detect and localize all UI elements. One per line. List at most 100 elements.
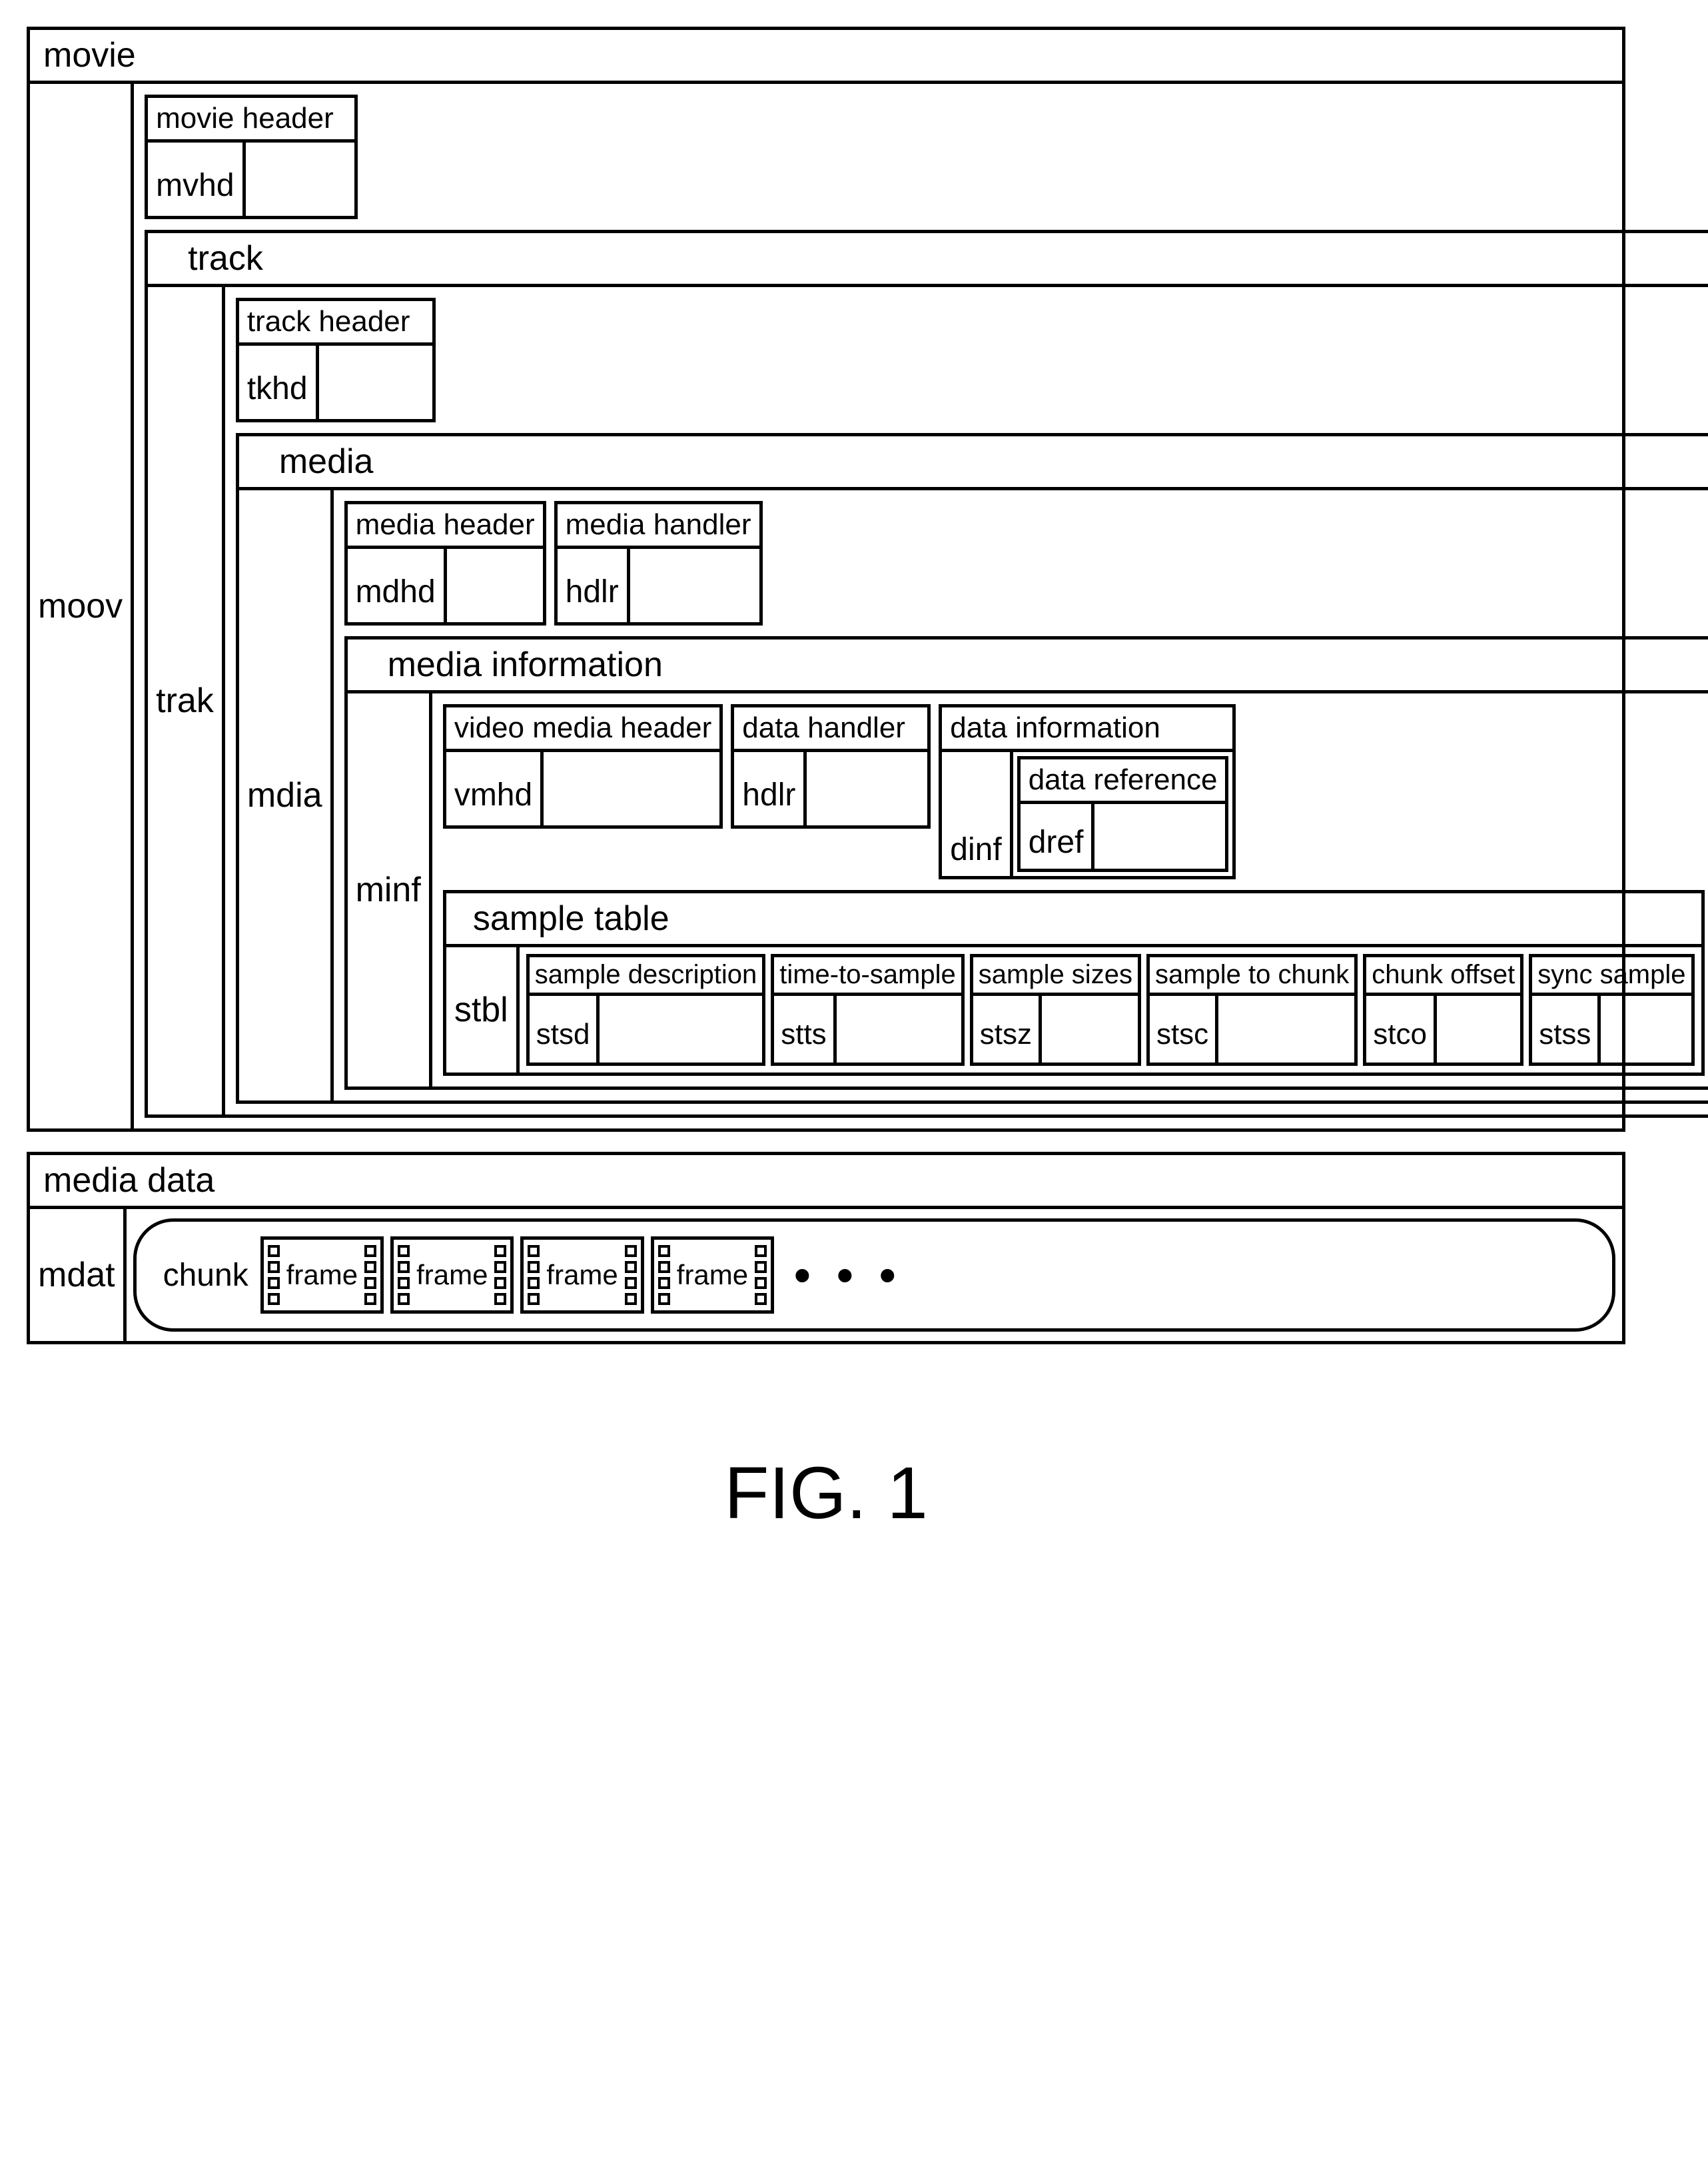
stsd-atom: sample description stsd — [526, 954, 766, 1066]
sprocket-hole — [494, 1277, 506, 1289]
moov-code: moov — [30, 84, 134, 1128]
frame-box: frame — [260, 1236, 384, 1314]
moov-content: movie header mvhd track trak tra — [134, 84, 1708, 1128]
sprocket-hole — [755, 1261, 767, 1273]
vmhd-title: video media header — [446, 707, 719, 752]
sprocket-right — [490, 1240, 510, 1310]
dinf-atom: data information dinf data refere — [939, 704, 1236, 879]
track-box: track trak track header tkhd — [145, 230, 1708, 1118]
frame-label: frame — [284, 1240, 360, 1310]
media-title: media — [239, 436, 1708, 490]
frame-label: frame — [414, 1240, 490, 1310]
frame-label: frame — [544, 1240, 620, 1310]
sprocket-hole — [528, 1261, 540, 1273]
sprocket-hole — [268, 1261, 280, 1273]
sprocket-hole — [398, 1261, 410, 1273]
sprocket-hole — [658, 1245, 670, 1257]
sprocket-right — [621, 1240, 641, 1310]
stsz-atom: sample sizes stsz — [970, 954, 1141, 1066]
stbl-box: sample table stbl — [443, 890, 1705, 1076]
media-box: media mdia media header md — [236, 433, 1708, 1104]
dref-code: dref — [1021, 804, 1095, 869]
chunk-strip: chunk frame frame frame frame • • • — [133, 1218, 1615, 1332]
sprocket-hole — [658, 1277, 670, 1289]
sprocket-hole — [398, 1245, 410, 1257]
tkhd-title: track header — [239, 301, 432, 346]
sprocket-hole — [398, 1293, 410, 1305]
mdia-code: mdia — [239, 490, 334, 1100]
sprocket-hole — [364, 1245, 376, 1257]
mdhd-title: media header — [348, 504, 543, 549]
frame-box: frame — [520, 1236, 643, 1314]
sprocket-hole — [398, 1277, 410, 1289]
stsd-title: sample description — [530, 957, 763, 996]
track-title: track — [148, 233, 1708, 287]
movie-box: movie moov movie header mvhd track trak — [27, 27, 1625, 1132]
stbl-title: sample table — [446, 893, 1701, 947]
frames-row: frame frame frame frame — [260, 1236, 774, 1314]
mdat-title: media data — [30, 1155, 1622, 1209]
stsc-title: sample to chunk — [1150, 957, 1354, 996]
sprocket-left — [394, 1240, 414, 1310]
stsz-code: stsz — [973, 996, 1042, 1063]
stts-title: time-to-sample — [774, 957, 961, 996]
chunk-label: chunk — [163, 1257, 248, 1294]
mdhd-atom: media header mdhd — [344, 501, 546, 626]
stsc-atom: sample to chunk stsc — [1146, 954, 1358, 1066]
stss-title: sync sample — [1532, 957, 1691, 996]
minf-box: media information minf video media heade… — [344, 636, 1708, 1090]
vmhd-code: vmhd — [446, 752, 544, 825]
minf-title: media information — [348, 640, 1708, 693]
movie-body: moov movie header mvhd track trak — [30, 84, 1622, 1128]
hdlr-data-code: hdlr — [734, 752, 807, 825]
sprocket-hole — [364, 1293, 376, 1305]
stsz-title: sample sizes — [973, 957, 1138, 996]
stco-atom: chunk offset stco — [1363, 954, 1523, 1066]
sprocket-left — [654, 1240, 674, 1310]
hdlr-media-code: hdlr — [558, 549, 630, 622]
mdat-content: chunk frame frame frame frame • • • — [127, 1209, 1622, 1341]
dinf-code: dinf — [942, 752, 1013, 876]
sprocket-hole — [268, 1293, 280, 1305]
mvhd-title: movie header — [148, 98, 354, 143]
sprocket-hole — [364, 1277, 376, 1289]
sprocket-hole — [268, 1277, 280, 1289]
vmhd-atom: video media header vmhd — [443, 704, 723, 829]
ellipsis: • • • — [794, 1248, 902, 1302]
frame-box: frame — [651, 1236, 774, 1314]
stbl-content: sample description stsd time-to-sample — [520, 947, 1701, 1073]
hdlr-data-atom: data handler hdlr — [731, 704, 931, 829]
dref-atom: data reference dref — [1017, 756, 1229, 872]
trak-code: trak — [148, 287, 225, 1114]
sprocket-hole — [364, 1261, 376, 1273]
sprocket-right — [360, 1240, 380, 1310]
mdat-code: mdat — [30, 1209, 127, 1341]
sprocket-hole — [494, 1245, 506, 1257]
hdlr-media-title: media handler — [558, 504, 759, 549]
sprocket-hole — [528, 1245, 540, 1257]
minf-content: video media header vmhd — [432, 693, 1708, 1086]
sprocket-hole — [625, 1293, 637, 1305]
frame-box: frame — [390, 1236, 514, 1314]
trak-content: track header tkhd media mdia — [225, 287, 1708, 1114]
frame-label: frame — [674, 1240, 751, 1310]
hdlr-data-title: data handler — [734, 707, 927, 752]
sprocket-hole — [268, 1245, 280, 1257]
sprocket-hole — [528, 1293, 540, 1305]
dref-title: data reference — [1021, 759, 1226, 804]
hdlr-media-atom: media handler hdlr — [554, 501, 763, 626]
mvhd-code: mvhd — [148, 143, 245, 216]
movie-title: movie — [30, 30, 1622, 84]
stbl-code: stbl — [446, 947, 520, 1073]
sprocket-right — [751, 1240, 771, 1310]
diagram-root: movie moov movie header mvhd track trak — [27, 27, 1625, 1535]
sprocket-hole — [755, 1277, 767, 1289]
dinf-title: data information — [942, 707, 1232, 752]
stsd-code: stsd — [530, 996, 600, 1063]
sprocket-hole — [528, 1277, 540, 1289]
mdhd-code: mdhd — [348, 549, 447, 622]
sprocket-hole — [494, 1293, 506, 1305]
sprocket-left — [524, 1240, 544, 1310]
stss-code: stss — [1532, 996, 1601, 1063]
sprocket-hole — [755, 1293, 767, 1305]
